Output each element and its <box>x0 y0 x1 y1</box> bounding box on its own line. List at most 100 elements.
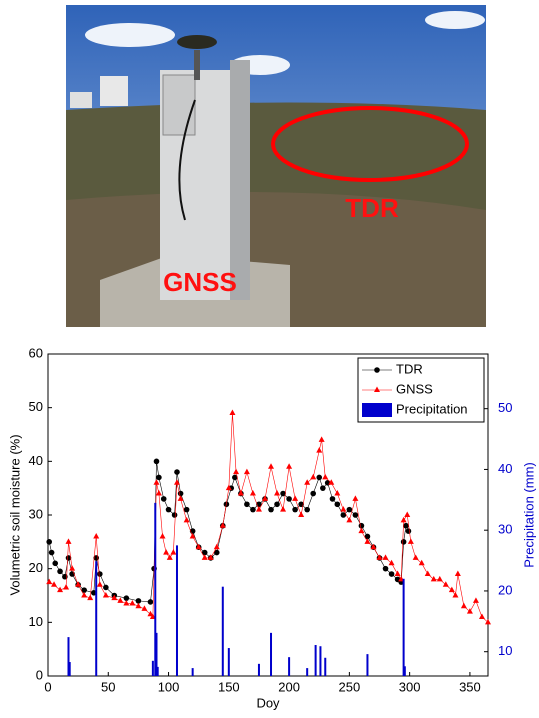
marker <box>280 490 286 497</box>
photo-label: GNSS <box>163 267 237 297</box>
marker <box>153 458 160 465</box>
marker <box>177 495 184 501</box>
x-tick-label: 300 <box>399 679 421 694</box>
marker <box>207 554 214 560</box>
marker <box>48 549 55 556</box>
marker <box>123 600 130 606</box>
marker <box>274 490 281 496</box>
marker <box>346 516 353 523</box>
marker <box>174 469 180 475</box>
marker <box>388 571 395 577</box>
marker <box>171 512 178 518</box>
y2-tick-label: 20 <box>498 582 512 597</box>
marker <box>166 554 173 560</box>
marker <box>57 568 63 575</box>
marker <box>418 559 425 566</box>
marker <box>460 602 467 609</box>
legend-label: Precipitation <box>396 401 468 416</box>
marker <box>394 570 401 577</box>
marker <box>189 532 196 539</box>
marker <box>466 608 473 614</box>
precip-bar <box>95 561 98 676</box>
marker <box>286 496 292 502</box>
marker <box>261 495 268 501</box>
marker <box>322 473 329 480</box>
marker <box>229 409 236 416</box>
x-tick-label: 350 <box>459 679 481 694</box>
marker <box>274 501 280 508</box>
marker <box>452 592 459 598</box>
marker <box>400 516 407 523</box>
marker <box>400 539 407 545</box>
marker <box>298 501 304 508</box>
marker <box>388 559 395 566</box>
marker <box>448 586 455 593</box>
marker <box>376 554 383 560</box>
precip-bar <box>156 666 159 676</box>
marker <box>123 595 130 601</box>
x-axis-label: Doy <box>256 695 280 710</box>
legend-label: TDR <box>396 361 423 376</box>
marker <box>141 605 148 611</box>
marker <box>352 512 359 518</box>
precip-bar <box>227 648 230 676</box>
y2-tick-label: 50 <box>498 400 512 415</box>
marker <box>340 512 347 518</box>
marker <box>163 549 170 555</box>
marker <box>405 528 412 534</box>
marker <box>65 538 72 544</box>
marker <box>201 554 208 560</box>
marker <box>87 594 94 601</box>
marker <box>292 506 298 513</box>
marker <box>52 560 59 567</box>
marker <box>117 597 124 603</box>
marker <box>63 583 70 590</box>
legend-label: GNSS <box>396 381 433 396</box>
marker <box>346 506 353 513</box>
marker <box>280 506 287 512</box>
marker <box>213 543 220 550</box>
marker <box>153 479 160 485</box>
marker <box>75 581 82 587</box>
legend-swatch <box>362 403 392 417</box>
marker <box>135 602 142 609</box>
marker <box>364 533 371 540</box>
precip-bar <box>151 660 154 676</box>
marker <box>310 490 317 497</box>
marker <box>97 571 103 577</box>
marker <box>304 479 311 485</box>
y-axis-label: Volumetric soil moisture (%) <box>7 434 22 595</box>
marker <box>268 506 274 513</box>
precip-bar <box>175 545 178 676</box>
marker <box>147 610 154 617</box>
marker <box>156 474 162 481</box>
precip-bar <box>319 646 322 676</box>
precip-bar <box>191 668 194 676</box>
marker <box>46 539 53 545</box>
precip-bar <box>155 632 158 676</box>
marker <box>250 506 256 513</box>
marker <box>292 495 299 501</box>
precip-bar <box>288 657 291 676</box>
x-tick-label: 200 <box>278 679 300 694</box>
marker <box>472 597 479 603</box>
y-tick-label: 10 <box>29 614 43 629</box>
marker <box>233 468 240 475</box>
marker <box>96 581 103 587</box>
y2-tick-label: 40 <box>498 461 512 476</box>
marker <box>69 565 76 571</box>
marker <box>382 565 389 572</box>
marker <box>57 586 64 593</box>
marker <box>478 613 485 619</box>
precip-bar <box>324 657 327 676</box>
marker <box>46 578 53 585</box>
marker <box>412 554 419 560</box>
precip-bar <box>257 663 260 676</box>
marker <box>310 473 317 480</box>
x-tick-label: 0 <box>44 679 51 694</box>
y2-tick-label: 10 <box>498 643 512 658</box>
marker <box>243 468 250 475</box>
precip-bar <box>403 666 406 676</box>
marker <box>485 618 491 625</box>
